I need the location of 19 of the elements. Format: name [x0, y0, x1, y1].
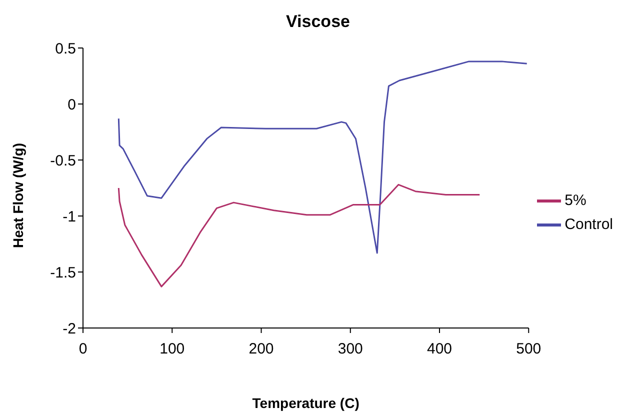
y-tick-label: 0.5 — [55, 40, 76, 58]
legend-label: Control — [564, 216, 613, 233]
x-tick-label: 300 — [338, 340, 363, 358]
y-tick-label: 0 — [68, 96, 76, 114]
y-axis-title: Heat Flow (W/g) — [10, 143, 26, 248]
chart-title: Viscose — [285, 12, 351, 32]
y-tick-label: -0.5 — [50, 152, 76, 170]
y-tick-label: -1.5 — [50, 264, 76, 282]
line-series — [118, 184, 480, 288]
line-series — [118, 60, 528, 254]
x-tick-label: 100 — [160, 340, 185, 358]
x-tick-label: 500 — [516, 340, 542, 358]
x-axis-title: Temperature (C) — [252, 395, 360, 411]
x-tick-label: 400 — [426, 340, 452, 358]
x-tick-label: 200 — [248, 340, 274, 358]
y-tick-label: -1 — [62, 208, 76, 226]
legend-label: 5% — [564, 192, 586, 209]
y-tick-label: -2 — [62, 320, 76, 338]
x-tick-label: 0 — [78, 340, 88, 358]
